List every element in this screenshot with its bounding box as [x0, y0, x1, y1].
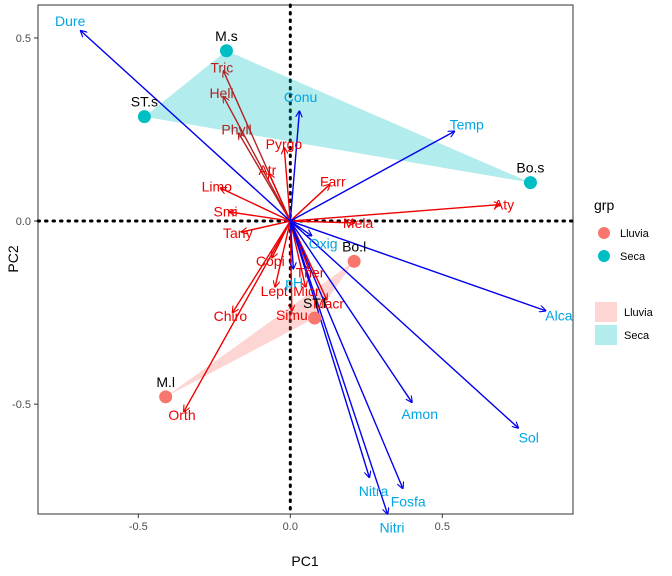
- species-arrow-atr: [269, 173, 291, 222]
- y-tick-label: 0.0: [16, 216, 31, 228]
- species-arrow-chiro: [233, 220, 291, 313]
- env-arrow-nitri: [289, 220, 387, 514]
- env-arrow-fosfa: [289, 220, 402, 488]
- species-label: Aty: [494, 196, 514, 212]
- legend-point-swatch: [598, 227, 610, 239]
- species-arrow-orth: [184, 220, 291, 411]
- hull-seca: [144, 50, 531, 183]
- x-tick-label: 0.5: [435, 521, 450, 533]
- x-tick-label: 0.0: [283, 521, 298, 533]
- species-label: Lept: [261, 283, 288, 299]
- site-label: M.s: [215, 28, 238, 44]
- y-tick-label: -0.5: [12, 399, 31, 411]
- env-arrow-nitra: [289, 220, 369, 477]
- site-label: M.l: [156, 374, 175, 390]
- site-label: Bo.s: [516, 160, 544, 176]
- species-arrow-smi: [230, 212, 291, 222]
- env-arrow-amon: [289, 220, 412, 402]
- site-point: [523, 176, 537, 190]
- species-label: Limo: [202, 178, 233, 194]
- species-label: Ther: [296, 264, 325, 280]
- vector-labels: Tric Heli Phyll Pyrgo Atr Farr Limo Smi Mela Aty T…: [55, 13, 573, 535]
- x-tick-label: -0.5: [129, 521, 148, 533]
- legend-point-label: Seca: [620, 251, 646, 263]
- site-point: [308, 311, 322, 325]
- env-label: Alca: [545, 307, 572, 323]
- legend-point-swatch: [598, 250, 610, 262]
- site-label: Bo.l: [342, 238, 366, 254]
- env-label: Dure: [55, 13, 86, 29]
- species-label: Farr: [320, 174, 346, 190]
- site-point: [159, 390, 173, 404]
- species-label: Simu: [276, 307, 308, 323]
- species-label: Macr: [313, 295, 344, 311]
- env-label: Oxig: [309, 236, 338, 252]
- y-tick-label: 0.5: [16, 33, 31, 45]
- site-point: [137, 110, 151, 124]
- env-label: Nitra: [359, 483, 389, 499]
- env-arrow-temp: [289, 131, 454, 222]
- legend-point-label: Lluvia: [620, 228, 650, 240]
- species-label: Phyll: [221, 122, 251, 138]
- site-label: ST.s: [131, 94, 158, 110]
- legend-fill-label: Lluvia: [624, 307, 654, 319]
- species-arrow-pyrgo: [284, 148, 291, 222]
- legend-fill-swatch: [595, 325, 617, 345]
- species-label: Copi: [256, 253, 285, 269]
- axes: -0.5 0.0 0.5 -0.5 0.0 0.5: [12, 33, 450, 533]
- env-arrow-alca: [290, 220, 545, 311]
- species-arrow-phyll: [239, 133, 291, 222]
- species-arrow-heli: [223, 97, 291, 222]
- legend-title: grp: [594, 197, 614, 213]
- legend-point-entries: Lluvia Seca: [598, 227, 650, 263]
- species-arrow-farr: [289, 184, 330, 222]
- hull-lluvia: [165, 261, 355, 397]
- species-label: Orth: [168, 407, 195, 423]
- env-label: Nitri: [380, 519, 405, 535]
- species-label: Micr: [293, 283, 320, 299]
- env-label: Sol: [519, 429, 539, 445]
- species-arrow-micr: [289, 220, 305, 287]
- env-label: Temp: [450, 117, 484, 133]
- legend: grp Lluvia Seca Lluvia Seca: [594, 197, 654, 345]
- env-arrow-dure: [81, 31, 291, 222]
- species-label: Heli: [209, 85, 233, 101]
- env-arrow-conu: [289, 111, 299, 222]
- legend-fill-swatch: [595, 302, 617, 322]
- species-arrow-aty: [290, 205, 500, 222]
- x-axis-title: PC1: [291, 553, 318, 569]
- env-arrow-ph: [290, 221, 293, 269]
- species-arrow-tany: [242, 220, 291, 232]
- species-label: Tany: [223, 225, 253, 241]
- legend-fill-label: Seca: [624, 330, 650, 342]
- species-label: Mela: [343, 215, 374, 231]
- species-label: Atr: [258, 162, 276, 178]
- env-label: Conu: [284, 89, 317, 105]
- y-axis-title: PC2: [5, 245, 21, 272]
- env-arrow-sol: [289, 220, 518, 428]
- species-label: Pyrgo: [266, 136, 303, 152]
- species-arrow-limo: [220, 188, 291, 222]
- environment-arrows: [81, 31, 546, 514]
- species-arrow-lept: [275, 220, 291, 287]
- site-point: [219, 44, 233, 58]
- site-label: ST.l: [303, 295, 326, 311]
- group-hulls: [144, 50, 531, 397]
- env-label: Fosfa: [391, 493, 426, 509]
- env-label: Amon: [401, 406, 438, 422]
- env-label: pH: [285, 275, 303, 291]
- legend-fill-entries: Lluvia Seca: [595, 302, 654, 345]
- species-label: Tric: [210, 59, 233, 75]
- species-arrow-mela: [290, 221, 354, 223]
- site-point: [347, 254, 361, 268]
- species-label: Chiro: [214, 308, 248, 324]
- site-points: [137, 44, 537, 404]
- species-label: Smi: [214, 203, 238, 219]
